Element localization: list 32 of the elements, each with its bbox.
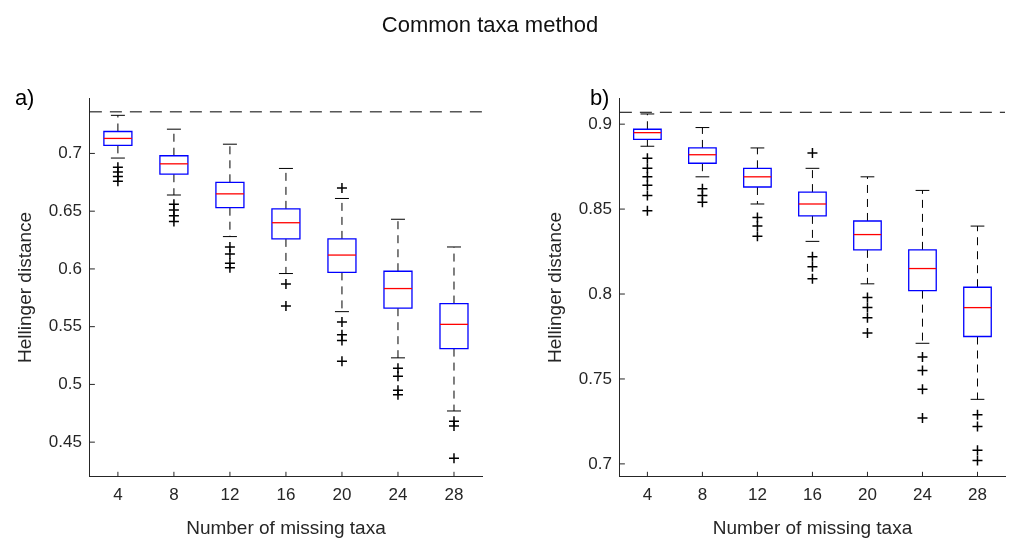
x-tick-label: 16 <box>276 484 296 504</box>
y-tick-label: 0.85 <box>578 198 612 218</box>
x-tick-label: 28 <box>968 484 987 504</box>
x-tick-label: 8 <box>697 484 708 504</box>
y-axis-title: Hellinger distance <box>13 211 35 363</box>
x-tick-label: 16 <box>802 484 822 504</box>
text: b) <box>589 85 610 111</box>
y-tick-label: 0.9 <box>588 113 612 133</box>
x-tick-label: 4 <box>642 484 653 504</box>
x-tick-label: 20 <box>332 484 352 504</box>
y-axis-title: Hellinger distance <box>543 211 565 363</box>
y-tick-label: 0.8 <box>588 283 612 303</box>
y-tick-label: 0.45 <box>48 431 82 451</box>
y-tick-label: 0.65 <box>48 200 82 220</box>
y-tick-label: 0.7 <box>588 453 612 473</box>
x-tick-label: 28 <box>444 484 464 504</box>
chart-title: Common taxa method <box>380 12 600 38</box>
text: a) <box>14 85 35 111</box>
x-tick-label: 4 <box>113 484 123 504</box>
y-tick-label: 0.55 <box>48 316 82 336</box>
x-tick-label: 24 <box>913 484 932 504</box>
x-axis-title: Number of missing taxa <box>712 516 913 538</box>
x-tick-label: 20 <box>858 484 877 504</box>
x-tick-label: 24 <box>388 484 408 504</box>
x-tick-label: 12 <box>220 484 240 504</box>
y-tick-label: 0.5 <box>58 374 82 394</box>
y-tick-label: 0.6 <box>58 258 82 278</box>
y-tick-label: 0.75 <box>578 368 612 388</box>
y-tick-label: 0.7 <box>58 143 82 163</box>
x-tick-label: 12 <box>747 484 767 504</box>
x-tick-label: 8 <box>169 484 179 504</box>
x-axis-title: Number of missing taxa <box>186 516 387 538</box>
